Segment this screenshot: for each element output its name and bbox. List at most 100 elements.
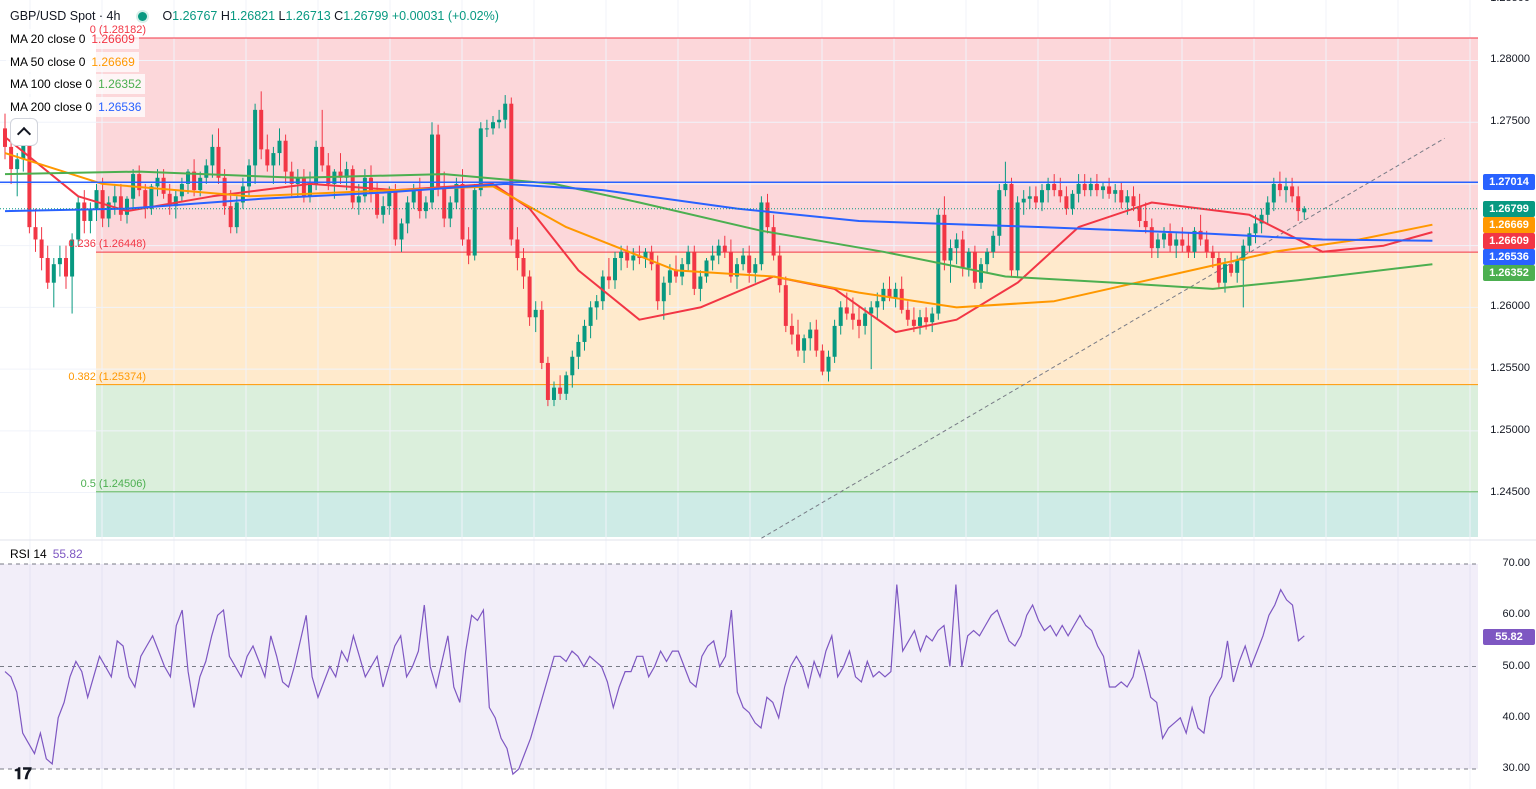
candle[interactable] [1204,230,1209,259]
candle[interactable] [765,193,770,234]
candle[interactable] [1064,186,1069,215]
candle[interactable] [64,245,68,289]
candle[interactable] [808,322,813,351]
candle[interactable] [594,295,599,320]
candle[interactable] [631,248,636,271]
candle[interactable] [863,307,868,335]
candle[interactable] [1113,183,1118,203]
candle[interactable] [1009,177,1014,277]
candle[interactable] [3,113,7,160]
candle[interactable] [893,282,898,308]
candle[interactable] [1271,177,1276,212]
candle[interactable] [417,177,422,219]
candle[interactable] [253,103,258,184]
candle[interactable] [991,230,996,259]
candle[interactable] [9,137,14,184]
candle[interactable] [466,227,471,265]
candle[interactable] [826,350,831,382]
candle[interactable] [649,245,654,271]
candle[interactable] [259,91,264,160]
candle[interactable] [509,97,514,246]
candle[interactable] [777,245,782,293]
candle[interactable] [1229,251,1234,277]
candle[interactable] [521,248,526,289]
candle[interactable] [1137,193,1142,228]
candle[interactable] [265,134,270,172]
moving-average-line[interactable] [4,152,1433,309]
candle[interactable] [442,171,447,228]
candle[interactable] [106,196,111,228]
candle[interactable] [192,159,197,197]
candle[interactable] [576,334,581,370]
candle[interactable] [338,153,343,184]
candle[interactable] [1143,202,1148,234]
candle[interactable] [814,319,819,357]
candle[interactable] [564,371,569,400]
candle[interactable] [667,264,672,296]
candle[interactable] [1296,186,1301,221]
candle[interactable] [533,301,538,333]
candle[interactable] [1277,171,1282,197]
candle[interactable] [966,248,971,277]
candle[interactable] [491,116,495,135]
moving-average-line[interactable] [4,182,1433,242]
candle[interactable] [783,276,788,333]
candle[interactable] [356,183,361,215]
candle[interactable] [832,319,837,363]
candle[interactable] [1027,186,1032,209]
trend-line[interactable] [761,137,1445,539]
candle[interactable] [1131,186,1136,212]
candle[interactable] [1094,174,1099,197]
candle[interactable] [802,334,807,363]
candle[interactable] [381,196,386,224]
candle[interactable] [979,258,983,289]
candle[interactable] [728,239,733,283]
ma-legend-item[interactable]: MA 100 close 0 1.26352 [6,74,146,94]
candle[interactable] [515,227,520,271]
ma-legend-item[interactable]: MA 20 close 0 1.26609 [6,29,139,49]
candle[interactable] [326,153,331,191]
candle[interactable] [472,183,477,261]
candle[interactable] [1210,245,1215,268]
candle[interactable] [545,356,550,407]
candle[interactable] [704,258,709,283]
candle[interactable] [972,245,977,289]
candle[interactable] [228,190,233,234]
candle[interactable] [1168,223,1173,252]
candle[interactable] [588,301,593,339]
candle[interactable] [722,235,727,259]
candle[interactable] [39,227,44,271]
candle[interactable] [930,307,935,333]
candle[interactable] [698,270,703,302]
candle[interactable] [1265,196,1270,224]
candle[interactable] [552,381,556,407]
rsi-title[interactable]: RSI 14 [10,547,47,561]
candle[interactable] [369,165,373,203]
candle[interactable] [1088,177,1093,197]
candle[interactable] [1107,177,1112,199]
candle[interactable] [796,319,800,357]
candle[interactable] [1015,196,1020,277]
candle[interactable] [277,128,282,166]
candle[interactable] [57,245,62,277]
ma-legend-item[interactable]: MA 50 close 0 1.26669 [6,51,139,72]
candle[interactable] [1076,174,1081,203]
candle[interactable] [1302,206,1307,220]
candle[interactable] [838,301,843,335]
candle[interactable] [857,307,861,339]
candle[interactable] [161,169,166,199]
candle[interactable] [51,258,56,308]
candle[interactable] [125,196,129,224]
candle[interactable] [234,196,239,234]
candle[interactable] [283,134,288,184]
candle[interactable] [1149,218,1154,259]
candle[interactable] [70,233,75,314]
candle[interactable] [954,233,959,265]
candle[interactable] [692,245,697,296]
candle[interactable] [655,255,660,310]
candle[interactable] [448,196,453,228]
candle[interactable] [558,375,563,400]
rsi-line[interactable] [4,584,1305,776]
candle[interactable] [82,190,87,234]
candle[interactable] [399,218,404,252]
